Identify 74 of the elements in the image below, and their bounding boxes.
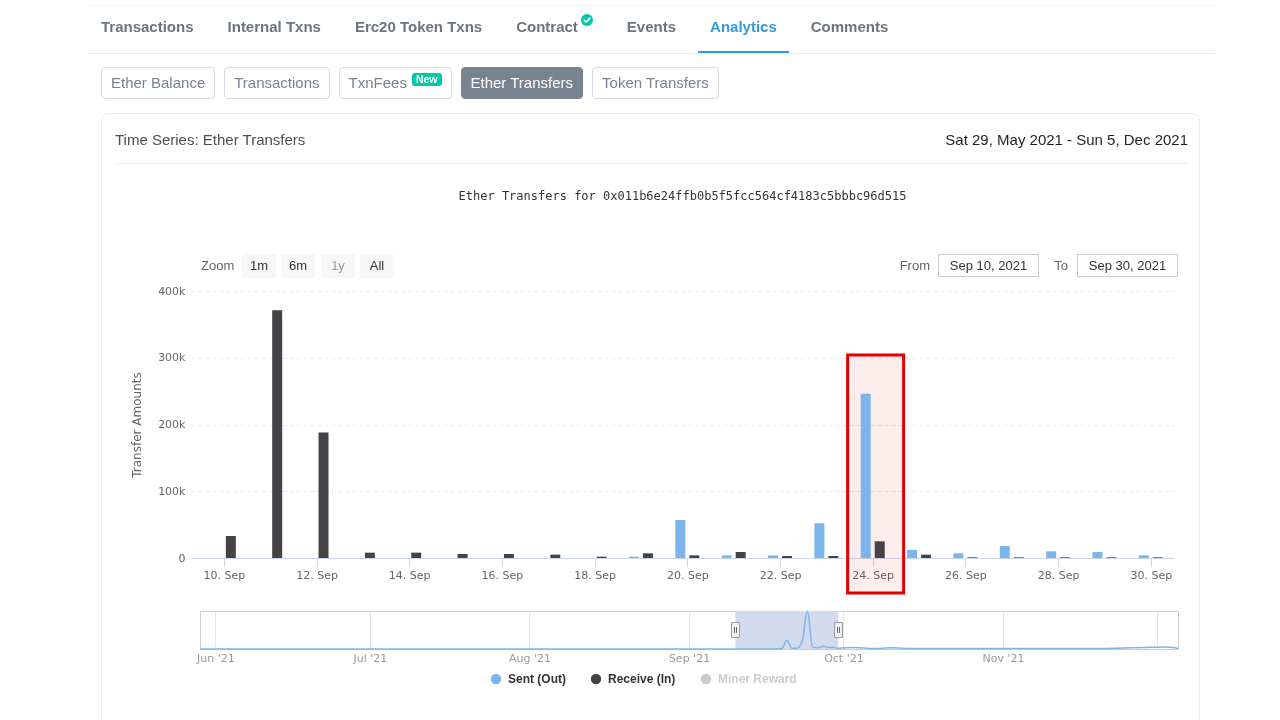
bar <box>1046 551 1057 558</box>
x-tick-label: 18. Sep <box>574 568 616 582</box>
y-tick-label: 400k <box>158 284 187 298</box>
y-tick-label: 0 <box>178 551 186 565</box>
x-tick-label: Jul '21 <box>352 651 388 665</box>
bar <box>768 555 779 558</box>
y-tick-label: 100k <box>158 484 187 498</box>
legend-label: Sent (Out) <box>508 672 566 686</box>
text: Zoom <box>201 258 235 274</box>
bar <box>907 549 918 558</box>
x-tick-label: 30. Sep <box>1130 568 1173 582</box>
bar <box>921 554 932 558</box>
text: Internal Txns <box>227 18 321 35</box>
text: Transactions <box>234 74 320 91</box>
legend-label: Receive (In) <box>608 672 676 686</box>
bar <box>457 554 468 558</box>
y-axis-title: Transfer Amounts <box>130 372 145 479</box>
text: Comments <box>810 18 889 35</box>
bar <box>999 545 1010 558</box>
text: TxnFees <box>348 74 407 91</box>
bar <box>689 555 700 558</box>
bar <box>814 523 825 558</box>
bar <box>953 553 964 558</box>
text: Ether Transfers <box>470 74 574 91</box>
bar <box>550 554 561 558</box>
bar <box>675 519 686 558</box>
date-field: Sep 30, 2021 <box>1077 254 1178 277</box>
text: Events <box>626 18 677 35</box>
x-tick-label: 26. Sep <box>945 568 987 582</box>
bar <box>364 552 375 558</box>
bar <box>735 551 746 558</box>
x-tick-label: Aug '21 <box>508 651 551 665</box>
bar <box>874 541 885 558</box>
bar <box>1138 555 1149 558</box>
text: 6m <box>281 254 315 278</box>
x-tick-label: Nov '21 <box>982 651 1025 665</box>
x-tick-label: Oct '21 <box>824 651 864 665</box>
text: Sat 29, May 2021 - Sun 5, Dec 2021 <box>945 131 1188 149</box>
text: All <box>360 254 394 278</box>
x-tick-label: Jun '21 <box>196 651 235 665</box>
bar <box>318 432 329 558</box>
x-tick-label: 14. Sep <box>388 568 431 582</box>
text: To <box>1054 258 1068 274</box>
x-tick-label: 24. Sep <box>852 568 895 582</box>
x-tick-label: Sep '21 <box>668 651 711 665</box>
bar <box>411 552 422 558</box>
y-tick-label: 200k <box>158 418 187 431</box>
text: 1y <box>321 254 355 278</box>
x-tick-label: 12. Sep <box>296 568 338 582</box>
text: Contract <box>516 18 578 35</box>
text: Token Transfers <box>602 74 709 91</box>
bar <box>503 554 514 558</box>
x-tick-label: 10. Sep <box>203 568 246 582</box>
x-tick-label: 16. Sep <box>481 568 524 582</box>
y-tick-label: 300k <box>158 351 187 365</box>
bar <box>1092 551 1103 558</box>
text: From <box>899 258 930 274</box>
text: Ether Balance <box>111 74 206 91</box>
x-tick-label: 20. Sep <box>666 568 709 582</box>
text: Transactions <box>101 18 194 35</box>
bar <box>272 310 283 558</box>
text: 1m <box>242 254 276 278</box>
x-tick-label: 28. Sep <box>1037 568 1080 582</box>
bar <box>642 553 653 558</box>
text: New <box>411 73 442 86</box>
date-field: Sep 10, 2021 <box>938 254 1039 277</box>
text: Time Series: Ether Transfers <box>115 131 306 149</box>
text: Analytics <box>710 18 777 35</box>
bar <box>721 555 732 558</box>
x-tick-label: 22. Sep <box>759 568 802 582</box>
bar <box>225 535 236 558</box>
bar <box>860 393 871 558</box>
text: Erc20 Token Txns <box>354 18 483 35</box>
chart-title: Ether Transfers for 0x011b6e24ffb0b5f5fcc564cf4183c5bbbc96d515 <box>458 189 907 203</box>
